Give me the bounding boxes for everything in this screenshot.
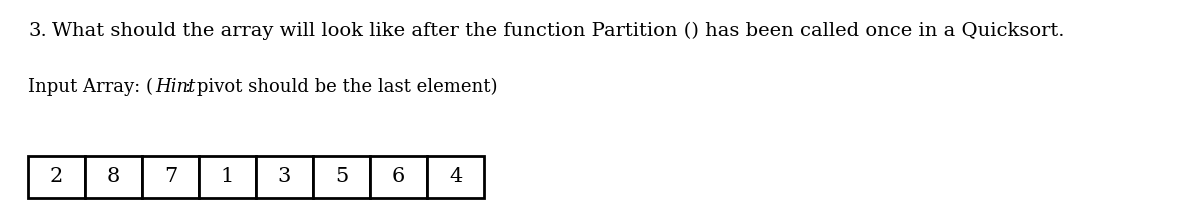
Bar bbox=[28, 156, 85, 198]
Text: 5: 5 bbox=[335, 167, 348, 186]
Text: Hint: Hint bbox=[155, 78, 196, 96]
Text: What should the array will look like after the function Partition () has been ca: What should the array will look like aft… bbox=[52, 22, 1064, 40]
Bar bbox=[313, 156, 370, 198]
Bar bbox=[199, 156, 256, 198]
Text: 7: 7 bbox=[164, 167, 178, 186]
Text: 4: 4 bbox=[449, 167, 462, 186]
Text: 2: 2 bbox=[50, 167, 64, 186]
Text: 3.: 3. bbox=[28, 22, 47, 40]
Bar bbox=[256, 156, 313, 198]
Text: 1: 1 bbox=[221, 167, 234, 186]
Bar bbox=[370, 156, 427, 198]
Bar bbox=[142, 156, 199, 198]
Bar bbox=[427, 156, 484, 198]
Text: 6: 6 bbox=[392, 167, 406, 186]
Text: 8: 8 bbox=[107, 167, 120, 186]
Text: Input Array: (: Input Array: ( bbox=[28, 78, 154, 96]
Text: 3: 3 bbox=[278, 167, 292, 186]
Bar bbox=[85, 156, 142, 198]
Text: : pivot should be the last element): : pivot should be the last element) bbox=[185, 78, 498, 96]
